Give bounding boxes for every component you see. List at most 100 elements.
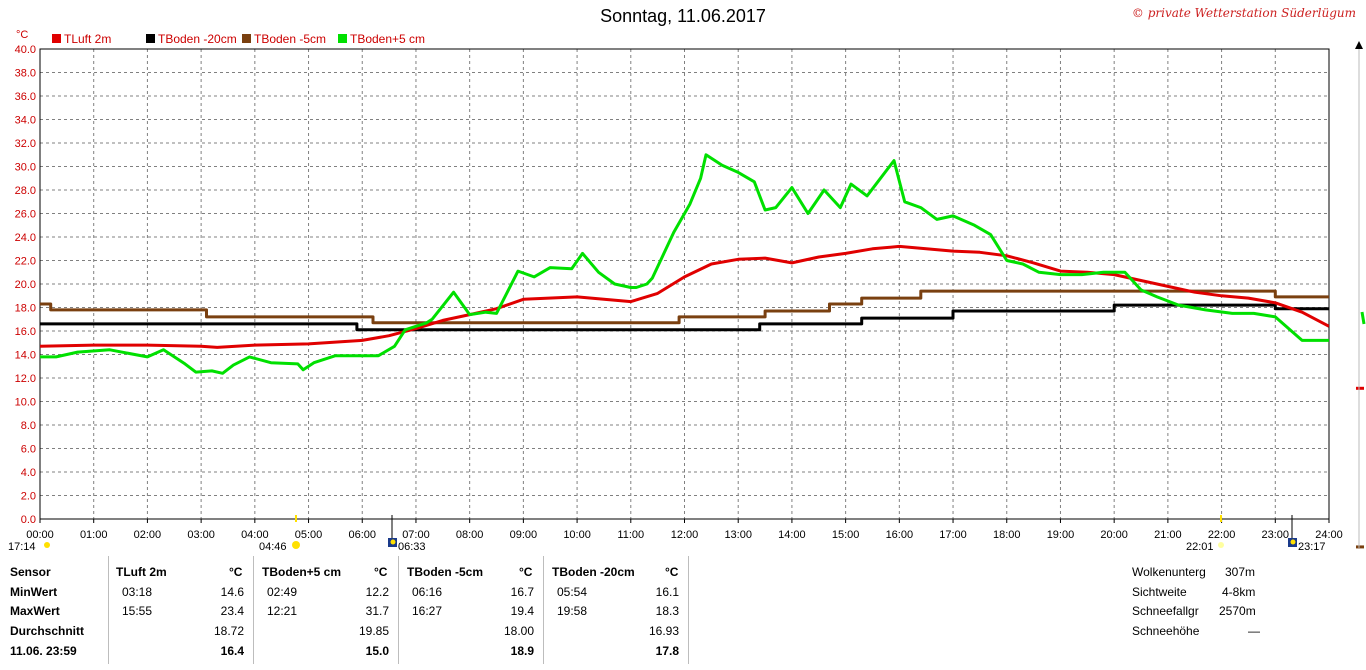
x-tick-label: 15:00 [832,529,860,541]
stats-last-value: 15.0 [365,644,389,658]
stats-row-label: Sensor [10,565,51,579]
x-tick-label: 23:00 [1262,529,1290,541]
stats-group-name: TBoden -5cm [407,565,484,579]
extra-value: 4-8km [1222,585,1256,599]
y-tick-label: 14.0 [15,350,36,362]
x-tick-label: 08:00 [456,529,484,541]
series-line-0 [40,244,1329,349]
sun-icon [1218,542,1224,548]
stats-row-label: MinWert [10,585,58,599]
stats-separator [398,556,399,664]
stats-group-name: TBoden+5 cm [262,565,342,579]
stats-row-label: Durchschnitt [10,624,85,638]
stats-avg-value: 19.85 [358,624,389,638]
y-tick-label: 10.0 [15,397,36,409]
stats-group-name: TBoden -20cm [552,565,635,579]
extra-label: Sichtweite [1132,585,1187,599]
y-tick-label: 16.0 [15,326,36,338]
legend-label: TBoden -20cm [158,32,237,46]
y-tick-label: 26.0 [15,209,36,221]
x-tick-label: 06:00 [348,529,376,541]
y-tick-label: 8.0 [21,420,36,432]
y-tick-label: 32.0 [15,138,36,150]
y-tick-label: 40.0 [15,44,36,56]
stats-group-name: TLuft 2m [116,565,167,579]
y-tick-label: 22.0 [15,256,36,268]
moon-icon-glyph [390,539,396,545]
y-tick-label: 24.0 [15,232,36,244]
x-tick-label: 18:00 [993,529,1021,541]
stats-row-label: MaxWert [10,604,60,618]
y-tick-label: 2.0 [21,491,36,503]
series-line-1 [40,303,1329,332]
sun-icon [292,541,300,549]
x-tick-label: 13:00 [724,529,752,541]
sun-moon-time-label: 04:46 [259,541,287,553]
extra-value: — [1248,624,1260,638]
stats-row-label: 11.06. 23:59 [10,644,77,658]
stats-max-value: 31.7 [365,604,389,618]
x-tick-label: 11:00 [617,529,644,541]
x-tick-label: 17:00 [939,529,967,541]
x-tick-label: 16:00 [886,529,914,541]
stats-min-value: 16.7 [510,585,534,599]
x-tick-label: 05:00 [295,529,323,541]
stats-separator [688,556,689,664]
stats-min-value: 16.1 [655,585,679,599]
legend-swatch [146,34,155,43]
y-tick-label: 38.0 [15,68,36,80]
legend-swatch [242,34,251,43]
x-tick-label: 20:00 [1100,529,1128,541]
stats-min-time: 02:49 [267,585,298,599]
x-tick-label: 07:00 [402,529,430,541]
legend-swatch [338,34,347,43]
stats-avg-value: 18.72 [213,624,244,638]
x-tick-label: 21:00 [1154,529,1182,541]
x-tick-label: 09:00 [510,529,538,541]
extra-label: Wolkenunterg [1132,565,1206,579]
extra-label: Schneehöhe [1132,624,1200,638]
stats-min-time: 05:54 [557,585,588,599]
stats-unit: °C [665,565,679,579]
stats-min-value: 12.2 [365,585,389,599]
sun-moon-time-label: 06:33 [398,541,426,553]
stats-min-time: 06:16 [412,585,443,599]
stats-max-time: 12:21 [267,604,298,618]
legend-label: TLuft 2m [64,32,111,46]
legend-label: TBoden+5 cm [350,32,425,46]
stats-avg-value: 18.00 [503,624,534,638]
stats-max-time: 19:58 [557,604,588,618]
stats-min-time: 03:18 [122,585,153,599]
y-tick-label: 28.0 [15,185,36,197]
y-tick-label: 0.0 [21,514,36,526]
extra-label: Schneefallgr [1132,604,1199,618]
extra-value: 2570m [1219,604,1256,618]
x-tick-label: 00:00 [26,529,54,541]
x-tick-label: 14:00 [778,529,806,541]
series-line-2 [40,289,1329,325]
stats-min-value: 14.6 [220,585,244,599]
stats-unit: °C [374,565,388,579]
y-tick-label: 18.0 [15,303,36,315]
x-tick-label: 02:00 [134,529,162,541]
stats-avg-value: 16.93 [648,624,679,638]
copyright-text: © private Wetterstation Süderlügum [1131,6,1356,20]
series-line-3 [40,153,1329,375]
y-tick-label: 12.0 [15,373,36,385]
current-value-marker [1360,311,1366,325]
stats-max-value: 23.4 [220,604,244,618]
legend-label: TBoden -5cm [254,32,326,46]
sun-icon [44,542,50,548]
stats-unit: °C [229,565,243,579]
stats-max-time: 16:27 [412,604,443,618]
x-tick-label: 19:00 [1047,529,1075,541]
y-axis-unit: °C [16,29,28,41]
y-tick-label: 30.0 [15,162,36,174]
sun-moon-time-label: 17:14 [8,541,36,553]
x-tick-label: 01:00 [80,529,108,541]
sun-moon-time-label: 23:17 [1298,541,1326,553]
stats-table: Sensor MinWert MaxWert Durchschnitt 11.0… [0,554,1366,670]
sun-moon-time-label: 22:01 [1186,541,1214,553]
stats-max-value: 19.4 [510,604,534,618]
y-tick-label: 6.0 [21,444,36,456]
